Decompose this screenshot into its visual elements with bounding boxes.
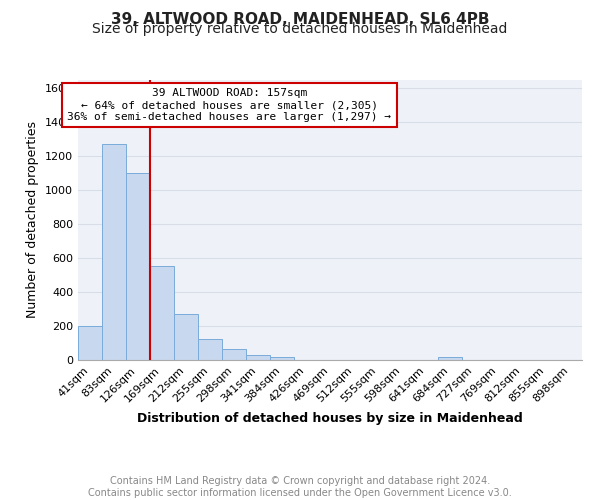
Text: Size of property relative to detached houses in Maidenhead: Size of property relative to detached ho…	[92, 22, 508, 36]
Y-axis label: Number of detached properties: Number of detached properties	[26, 122, 40, 318]
Text: 39, ALTWOOD ROAD, MAIDENHEAD, SL6 4PB: 39, ALTWOOD ROAD, MAIDENHEAD, SL6 4PB	[111, 12, 489, 28]
Bar	[222, 350, 246, 360]
Bar	[438, 357, 462, 360]
Bar	[270, 357, 294, 360]
Text: 39 ALTWOOD ROAD: 157sqm
← 64% of detached houses are smaller (2,305)
36% of semi: 39 ALTWOOD ROAD: 157sqm ← 64% of detache…	[67, 88, 391, 122]
Bar	[150, 266, 174, 360]
X-axis label: Distribution of detached houses by size in Maidenhead: Distribution of detached houses by size …	[137, 412, 523, 425]
Bar	[246, 354, 270, 360]
Bar	[78, 326, 102, 360]
Bar	[174, 314, 198, 360]
Text: Contains HM Land Registry data © Crown copyright and database right 2024.
Contai: Contains HM Land Registry data © Crown c…	[88, 476, 512, 498]
Bar	[198, 339, 222, 360]
Bar	[126, 174, 150, 360]
Bar	[102, 144, 126, 360]
